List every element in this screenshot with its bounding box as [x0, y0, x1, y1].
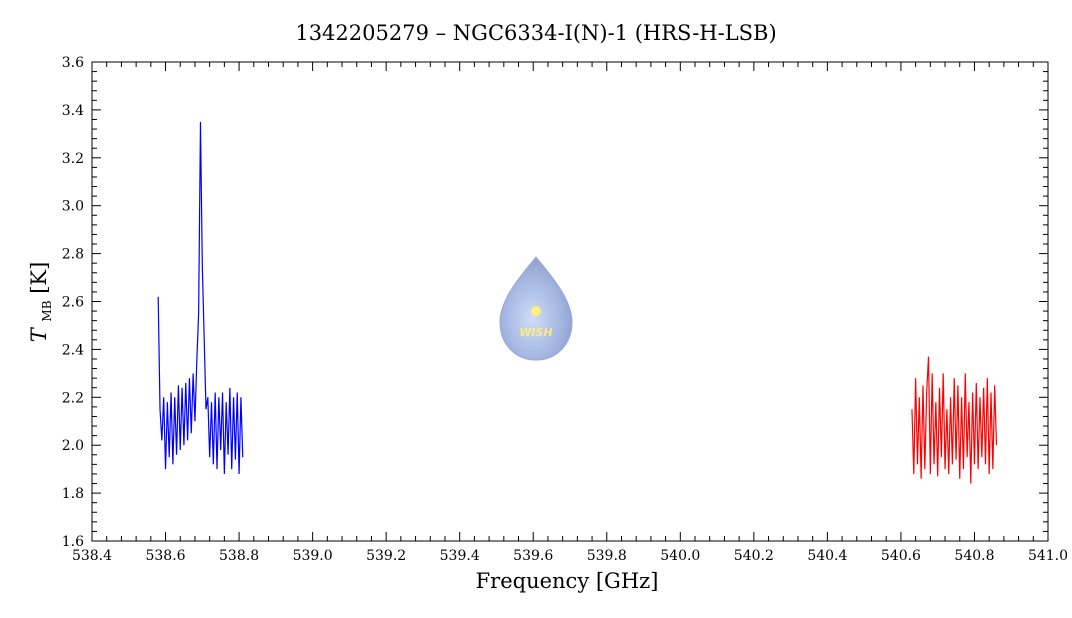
y-tick-label: 2.4 — [62, 342, 84, 358]
y-tick-label: 1.6 — [62, 534, 84, 550]
y-tick-label: 2.8 — [62, 247, 84, 263]
y-tick-label: 3.2 — [62, 151, 84, 167]
x-tick-label: 540.8 — [954, 548, 994, 564]
y-tick-label: 2.6 — [62, 295, 84, 311]
y-axis-label: T MB [K] — [27, 262, 56, 343]
y-tick-label: 1.8 — [62, 486, 84, 502]
logo-text: WISH — [519, 326, 552, 339]
x-tick-label: 540.2 — [734, 548, 774, 564]
x-tick-label: 538.4 — [72, 548, 112, 564]
x-tick-label: 539.2 — [366, 548, 406, 564]
y-tick-label: 3.0 — [62, 199, 84, 215]
y-tick-label: 3.6 — [62, 55, 84, 71]
x-tick-label: 539.4 — [440, 548, 480, 564]
x-tick-label: 539.0 — [293, 548, 333, 564]
x-tick-label: 538.8 — [219, 548, 259, 564]
y-tick-label: 2.2 — [62, 390, 84, 406]
x-tick-label: 539.6 — [513, 548, 553, 564]
x-axis-label: Frequency [GHz] — [476, 569, 659, 593]
y-tick-label: 3.4 — [62, 103, 84, 119]
plot-frame — [91, 61, 1049, 542]
x-tick-label: 540.6 — [881, 548, 921, 564]
x-tick-label: 541.0 — [1028, 548, 1068, 564]
chart-title: 1342205279 – NGC6334-I(N)-1 (HRS-H-LSB) — [295, 21, 776, 45]
x-tick-label: 538.6 — [145, 548, 185, 564]
y-tick-label: 2.0 — [62, 438, 84, 454]
spectrum-line — [157, 121, 244, 474]
x-tick-label: 540.0 — [660, 548, 700, 564]
logo-star — [531, 306, 541, 316]
spectrum-line — [911, 356, 998, 484]
x-tick-label: 540.4 — [807, 548, 847, 564]
y-label-unit: [K] — [27, 262, 51, 294]
y-label-subscript: MB — [40, 300, 54, 321]
wish-logo: WISH — [499, 256, 573, 361]
x-tick-label: 539.8 — [587, 548, 627, 564]
y-label-symbol: T — [27, 326, 51, 342]
